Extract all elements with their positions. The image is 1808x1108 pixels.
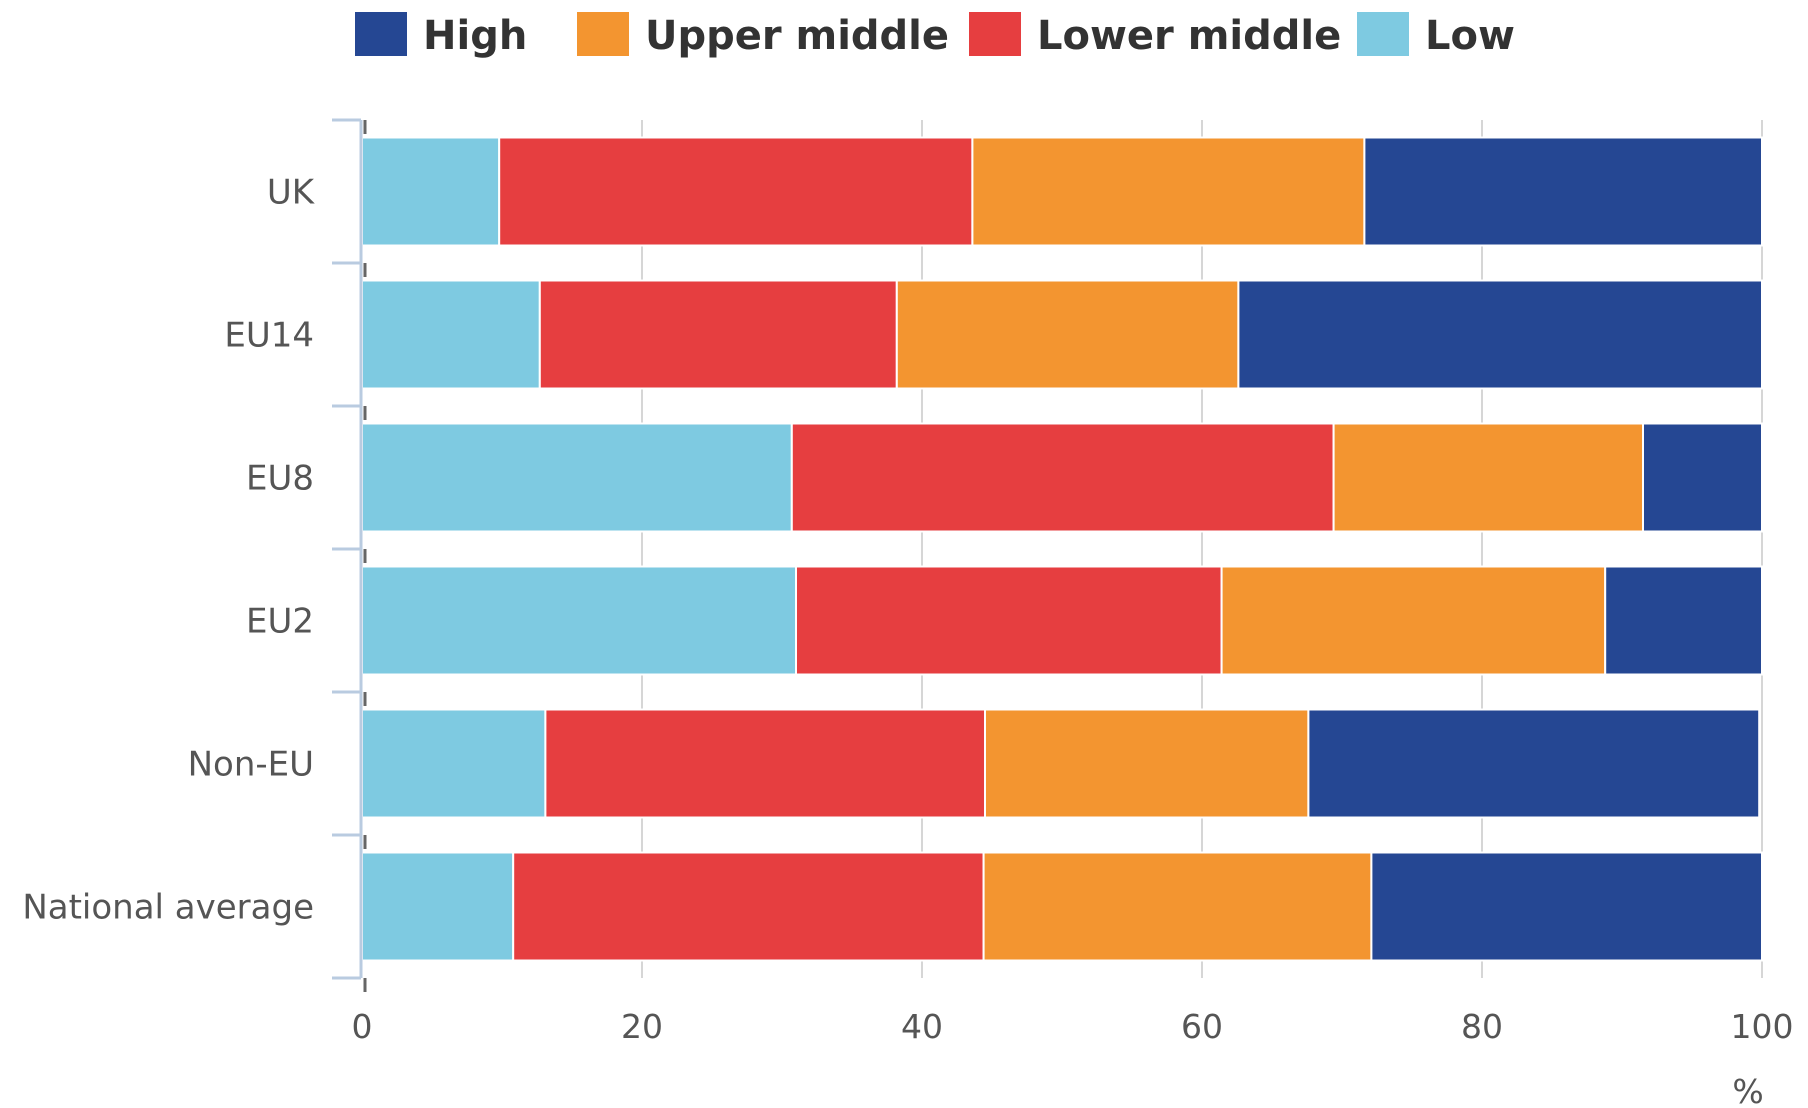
legend-swatch-low bbox=[1357, 12, 1409, 56]
bar-non-eu-lower-middle bbox=[544, 708, 987, 819]
x-tick-label-40: 40 bbox=[901, 1007, 943, 1046]
x-tick-label-0: 0 bbox=[352, 1007, 373, 1046]
bar-eu8-high bbox=[1642, 422, 1763, 533]
legend-label-upper-middle: Upper middle bbox=[645, 13, 949, 59]
bar-eu8-lower-middle bbox=[790, 422, 1335, 533]
bar-national-average-lower-middle bbox=[512, 851, 985, 962]
category-label-uk: UK bbox=[267, 173, 316, 213]
bar-uk-lower-middle bbox=[498, 136, 974, 247]
category-label-eu14: EU14 bbox=[224, 316, 314, 356]
bar-eu2-lower-middle bbox=[795, 565, 1223, 676]
legend-swatch-high bbox=[355, 12, 407, 56]
legend-label-low: Low bbox=[1425, 13, 1515, 59]
gridlines bbox=[641, 120, 1763, 978]
bars bbox=[361, 136, 1764, 962]
x-tick-label-100: 100 bbox=[1731, 1007, 1794, 1046]
legend-swatch-lower-middle bbox=[969, 12, 1021, 56]
bar-eu14-high bbox=[1237, 279, 1763, 390]
x-tick-label-80: 80 bbox=[1461, 1007, 1503, 1046]
category-label-eu8: EU8 bbox=[246, 459, 314, 499]
bar-uk-low bbox=[361, 136, 501, 247]
bar-national-average-upper-middle bbox=[982, 851, 1373, 962]
bar-non-eu-low bbox=[361, 708, 547, 819]
x-tick-label-20: 20 bbox=[621, 1007, 663, 1046]
bar-eu2-high bbox=[1604, 565, 1763, 676]
bar-eu8-low bbox=[361, 422, 793, 533]
bar-eu2-upper-middle bbox=[1220, 565, 1607, 676]
bar-eu14-low bbox=[361, 279, 541, 390]
legend-label-lower-middle: Lower middle bbox=[1037, 13, 1341, 59]
bar-non-eu-high bbox=[1307, 708, 1761, 819]
category-label-eu2: EU2 bbox=[246, 602, 314, 642]
bar-eu14-lower-middle bbox=[538, 279, 898, 390]
category-label-national-average: National average bbox=[22, 888, 314, 928]
category-label-non-eu: Non-EU bbox=[188, 745, 314, 785]
bar-national-average-high bbox=[1370, 851, 1764, 962]
bar-uk-upper-middle bbox=[971, 136, 1366, 247]
bar-non-eu-upper-middle bbox=[984, 708, 1310, 819]
bar-uk-high bbox=[1363, 136, 1764, 247]
legend-label-high: High bbox=[423, 13, 527, 59]
x-axis-unit: % bbox=[1732, 1072, 1763, 1108]
bar-national-average-low bbox=[361, 851, 515, 962]
bar-eu14-upper-middle bbox=[895, 279, 1240, 390]
x-tick-label-60: 60 bbox=[1181, 1007, 1223, 1046]
axes: 0 20 40 60 80 100 UK EU14 EU8 EU2 Non-EU National a… bbox=[22, 118, 1794, 1046]
legend-swatch-upper-middle bbox=[577, 12, 629, 56]
bar-eu2-low bbox=[361, 565, 797, 676]
legend: High Upper middle Lower middle Low bbox=[355, 12, 1515, 59]
bar-eu8-upper-middle bbox=[1332, 422, 1644, 533]
